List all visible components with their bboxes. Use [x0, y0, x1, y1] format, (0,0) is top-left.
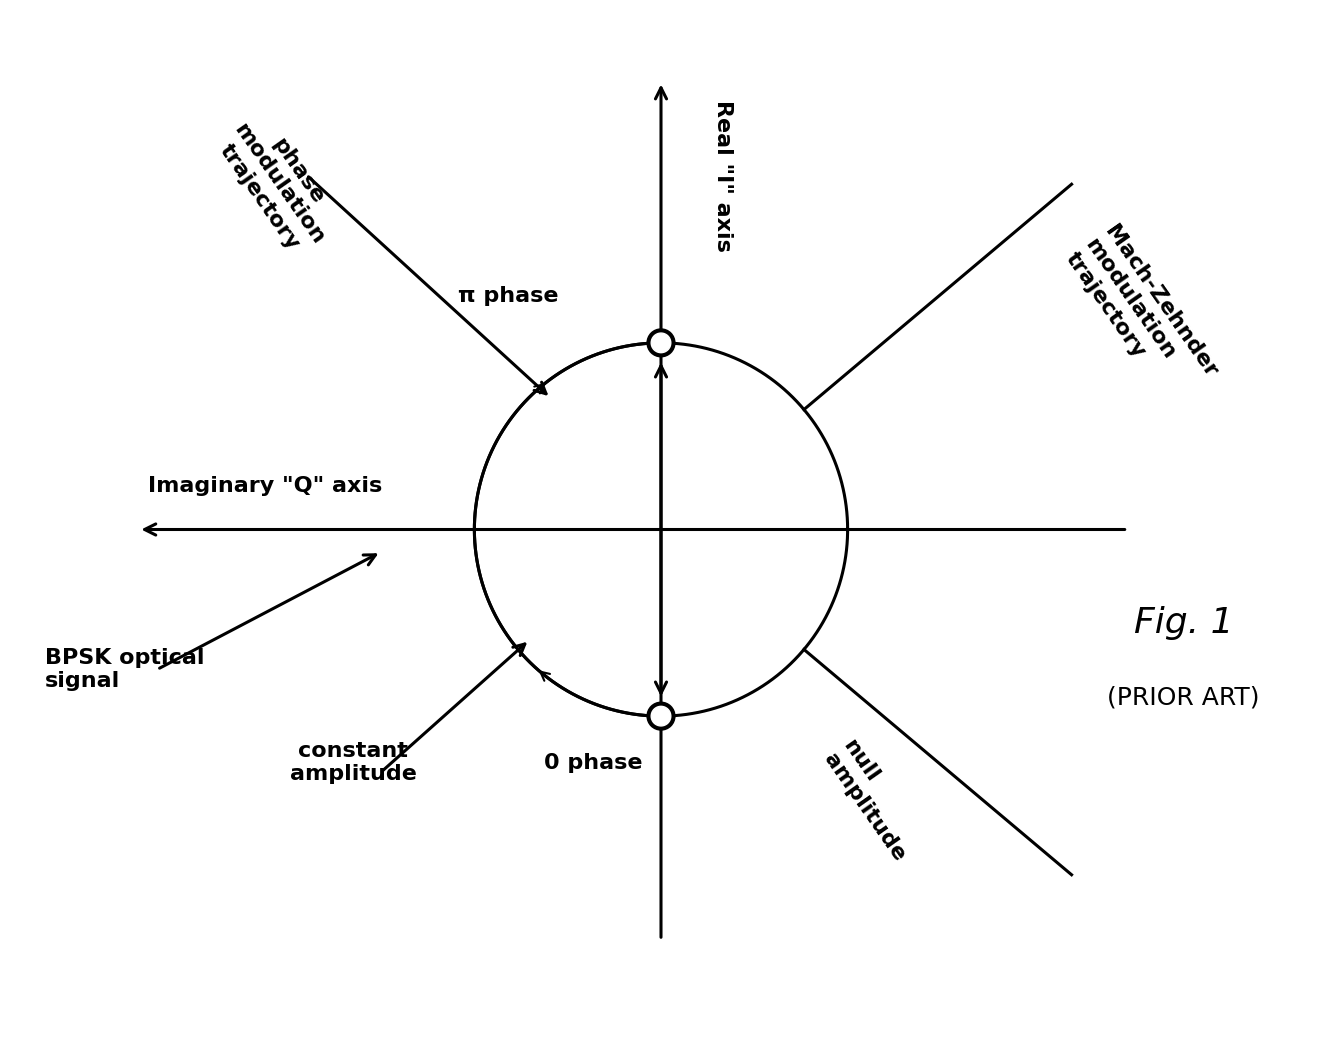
Text: (PRIOR ART): (PRIOR ART) — [1108, 685, 1260, 710]
Circle shape — [648, 329, 674, 356]
Text: phase
modulation
trajectory: phase modulation trajectory — [210, 107, 346, 262]
Text: π phase: π phase — [457, 286, 558, 306]
Circle shape — [652, 706, 670, 725]
Text: null
amplitude: null amplitude — [820, 736, 928, 864]
Text: Real "I" axis: Real "I" axis — [714, 101, 734, 252]
Text: 0 phase: 0 phase — [543, 753, 642, 773]
Text: BPSK optical
signal: BPSK optical signal — [45, 648, 205, 692]
Circle shape — [648, 703, 674, 730]
Text: Mach-Zehnder
modulation
trajectory: Mach-Zehnder modulation trajectory — [1063, 221, 1220, 408]
Circle shape — [652, 334, 670, 353]
Text: constant
amplitude: constant amplitude — [290, 741, 416, 785]
Text: Imaginary "Q" axis: Imaginary "Q" axis — [148, 475, 382, 496]
Text: Fig. 1: Fig. 1 — [1134, 606, 1233, 640]
